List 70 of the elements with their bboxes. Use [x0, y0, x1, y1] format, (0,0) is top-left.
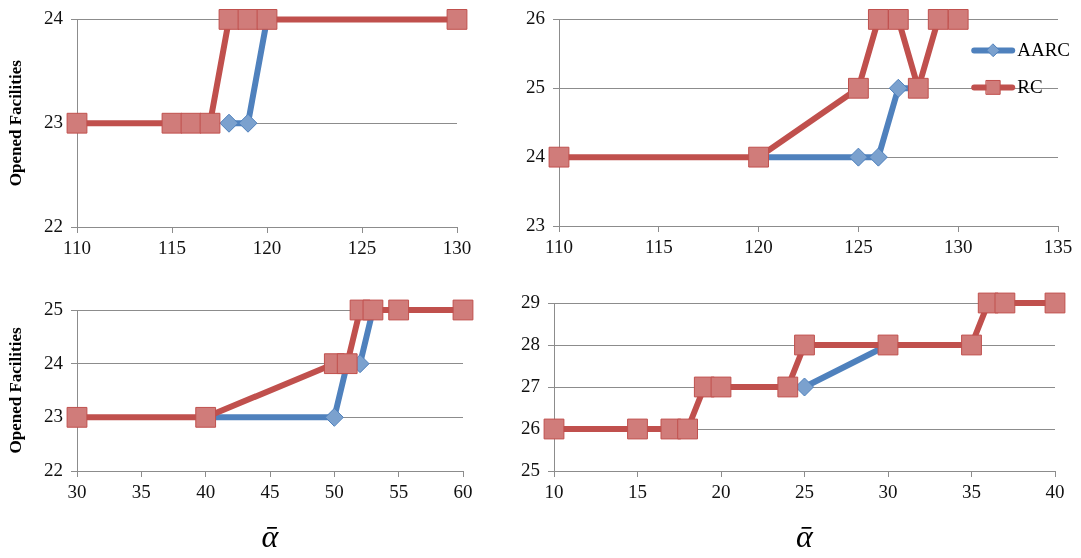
point: [66, 406, 88, 428]
legend-label: AARC: [1017, 39, 1071, 61]
x-tick-label: 25: [795, 481, 814, 503]
point: [927, 9, 949, 30]
x-tick-label: 50: [324, 481, 344, 503]
x-tick-label: 110: [545, 236, 573, 258]
x-tick-label: 115: [644, 236, 673, 258]
x-axis-title: ᾱ: [261, 518, 280, 555]
point: [452, 299, 474, 321]
x-tick-label: 55: [389, 481, 409, 503]
y-tick-label: 22: [44, 214, 63, 236]
point: [794, 334, 815, 356]
y-axis-title: Opened Facilities: [5, 327, 25, 454]
y-tick-label: 23: [44, 111, 63, 133]
x-tick-label: 40: [1045, 481, 1065, 503]
point: [543, 418, 565, 440]
y-tick-label: 27: [521, 374, 540, 396]
y-tick-label: 26: [521, 416, 540, 438]
point: [795, 377, 814, 397]
y-tick-label: 25: [521, 458, 540, 480]
x-tick-label: 115: [158, 237, 186, 259]
point: [961, 334, 982, 356]
x-tick-label: 35: [131, 481, 151, 503]
y-tick-label: 29: [521, 290, 540, 312]
x-tick-label: 20: [711, 481, 731, 503]
x-tick-label: 10: [544, 481, 564, 503]
y-tick-label: 23: [44, 405, 63, 427]
point: [677, 418, 698, 440]
point: [867, 9, 889, 30]
point: [868, 147, 888, 167]
legend-label: RC: [1017, 76, 1043, 98]
point: [888, 78, 908, 98]
x-tick-label: 130: [442, 237, 472, 259]
y-tick-label: 28: [521, 332, 540, 354]
point: [887, 9, 909, 30]
y-axis-title: Opened Facilities: [5, 59, 25, 187]
y-tick-label: 23: [526, 213, 545, 235]
x-tick-label: 15: [628, 481, 647, 503]
y-tick-label: 24: [44, 351, 64, 373]
y-tick-label: 24: [44, 7, 64, 29]
point: [848, 77, 869, 99]
x-tick-label: 135: [1043, 236, 1073, 258]
x-tick-label: 130: [943, 236, 973, 258]
y-tick-label: 26: [526, 7, 545, 29]
x-tick-label: 35: [962, 481, 981, 503]
x-tick-label: 60: [453, 481, 473, 503]
point: [710, 376, 732, 398]
point: [777, 376, 799, 398]
x-tick-label: 30: [878, 481, 898, 503]
y-tick-label: 25: [44, 297, 63, 319]
x-tick-label: 125: [844, 236, 873, 258]
point: [388, 299, 410, 321]
point: [1044, 292, 1066, 314]
point: [848, 147, 868, 167]
y-tick-label: 24: [526, 145, 546, 167]
x-tick-label: 120: [744, 236, 773, 258]
point: [324, 407, 344, 427]
x-tick-label: 120: [252, 237, 282, 259]
point: [548, 146, 570, 168]
point: [947, 9, 969, 30]
y-tick-label: 22: [44, 458, 63, 480]
point: [994, 292, 1016, 314]
x-tick-label: 45: [260, 481, 280, 503]
x-tick-label: 110: [63, 237, 91, 259]
x-tick-label: 30: [67, 481, 87, 503]
x-tick-label: 125: [347, 237, 377, 259]
y-tick-label: 25: [526, 76, 545, 98]
x-axis-title: ᾱ: [796, 518, 815, 555]
point: [627, 418, 648, 440]
x-tick-label: 40: [196, 481, 216, 503]
